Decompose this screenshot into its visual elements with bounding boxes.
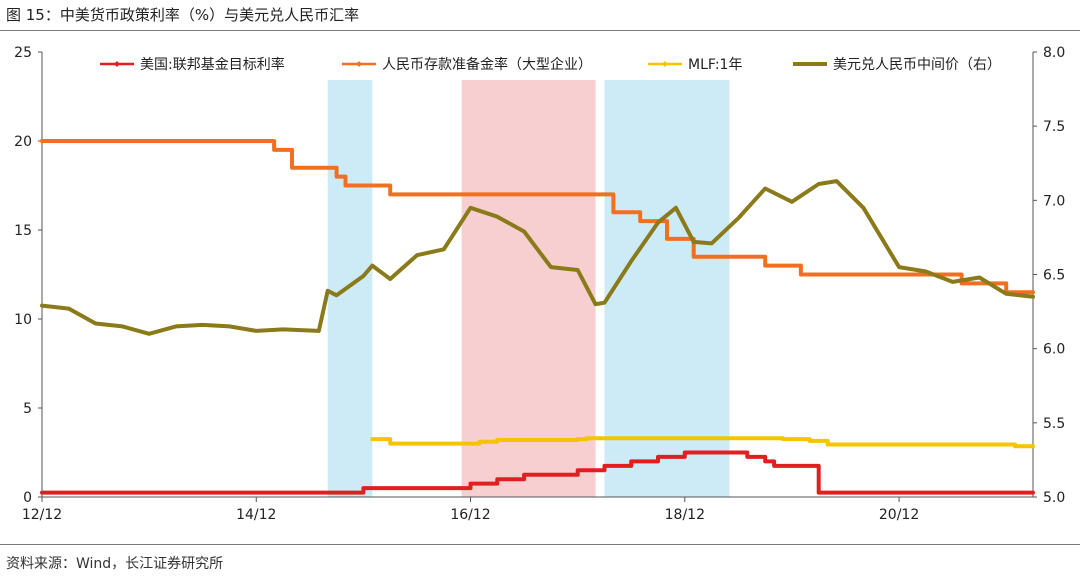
series-lines: [40, 139, 1035, 495]
x-tick-label: 18/12: [665, 507, 705, 523]
legend-marker-2: [662, 61, 668, 67]
y-right-tick-label: 5.5: [1043, 416, 1065, 432]
y-right-tick-label: 6.0: [1043, 342, 1065, 358]
y-left-tick-label: 5: [23, 401, 32, 417]
shaded-period-2: [604, 80, 730, 497]
shaded-periods: [327, 80, 730, 497]
y-right-tick-label: 6.5: [1043, 268, 1065, 284]
series-line-0: [40, 450, 1035, 495]
shaded-period-0: [327, 80, 373, 497]
legend-label-2: MLF:1年: [688, 57, 742, 73]
legend-label-3: 美元兑人民币中间价（右）: [833, 57, 1001, 73]
x-tick-label: 14/12: [236, 507, 276, 523]
axes: 0 5 10 15 20 25 5.0 5.5 6.0 6.5 7.0 7.5 8.0 12/12 14/1…: [14, 45, 1065, 523]
x-tick-label: 12/12: [22, 507, 62, 523]
series-line-1: [40, 139, 1035, 295]
legend-marker-1: [356, 61, 362, 67]
legend-label-0: 美国:联邦基金目标利率: [140, 56, 285, 73]
y-right-tick-label: 8.0: [1043, 45, 1065, 61]
x-tick-label: 16/12: [450, 507, 490, 523]
y-right-tick-label: 7.5: [1043, 119, 1065, 135]
y-left-tick-label: 0: [23, 490, 32, 506]
title-rule: [0, 30, 1080, 31]
chart: 0 5 10 15 20 25 5.0 5.5 6.0 6.5 7.0 7.5 8.0 12/12 14/1…: [14, 45, 1065, 523]
shaded-period-1: [461, 80, 596, 497]
y-right-tick-label: 7.0: [1043, 193, 1065, 209]
legend: 美国:联邦基金目标利率 人民币存款准备金率（大型企业） MLF:1年 美元兑人民币中间…: [100, 56, 1001, 73]
source-note: 资料来源：Wind，长江证券研究所: [6, 556, 224, 572]
series-line-2: [370, 436, 1035, 449]
series-line-3: [40, 179, 1035, 336]
legend-marker-0: [114, 61, 120, 67]
y-left-tick-label: 20: [14, 134, 32, 150]
y-right-tick-label: 5.0: [1043, 490, 1065, 506]
x-tick-label: 20/12: [879, 507, 919, 523]
legend-label-1: 人民币存款准备金率（大型企业）: [382, 56, 592, 73]
figure-title: 图 15：中美货币政策利率（%）与美元兑人民币汇率: [6, 6, 360, 24]
y-left-tick-label: 15: [14, 223, 32, 239]
source-rule: [0, 544, 1080, 545]
y-left-tick-label: 10: [14, 312, 32, 328]
y-left-tick-label: 25: [14, 45, 32, 61]
